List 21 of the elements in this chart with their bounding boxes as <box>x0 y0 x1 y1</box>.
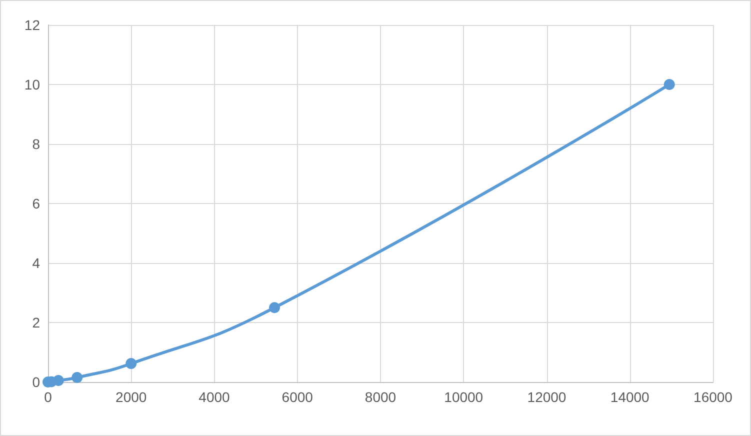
y-tick-label: 6 <box>32 196 40 212</box>
x-tick-label: 2000 <box>116 389 147 405</box>
x-tick-label: 8000 <box>364 389 396 405</box>
y-tick-label: 8 <box>32 136 40 152</box>
x-tick-label: 0 <box>44 389 52 405</box>
x-tick-label: 6000 <box>282 389 314 405</box>
point <box>72 372 83 384</box>
x-tick-label: 14000 <box>610 389 650 405</box>
y-tick-label: 0 <box>32 374 40 390</box>
y-tick-label: 2 <box>32 314 40 330</box>
point <box>52 375 64 386</box>
y-tick-label: 4 <box>32 255 40 271</box>
point <box>126 358 137 370</box>
x-tick-label: 10000 <box>444 389 484 405</box>
x-tick-label: 16000 <box>694 389 733 405</box>
x-tick-label: 4000 <box>198 389 230 405</box>
y-tick-label: 10 <box>24 76 40 92</box>
point <box>664 79 675 90</box>
point <box>269 302 280 314</box>
y-tick-label: 12 <box>24 17 40 33</box>
x-tick-label: 12000 <box>527 389 566 405</box>
